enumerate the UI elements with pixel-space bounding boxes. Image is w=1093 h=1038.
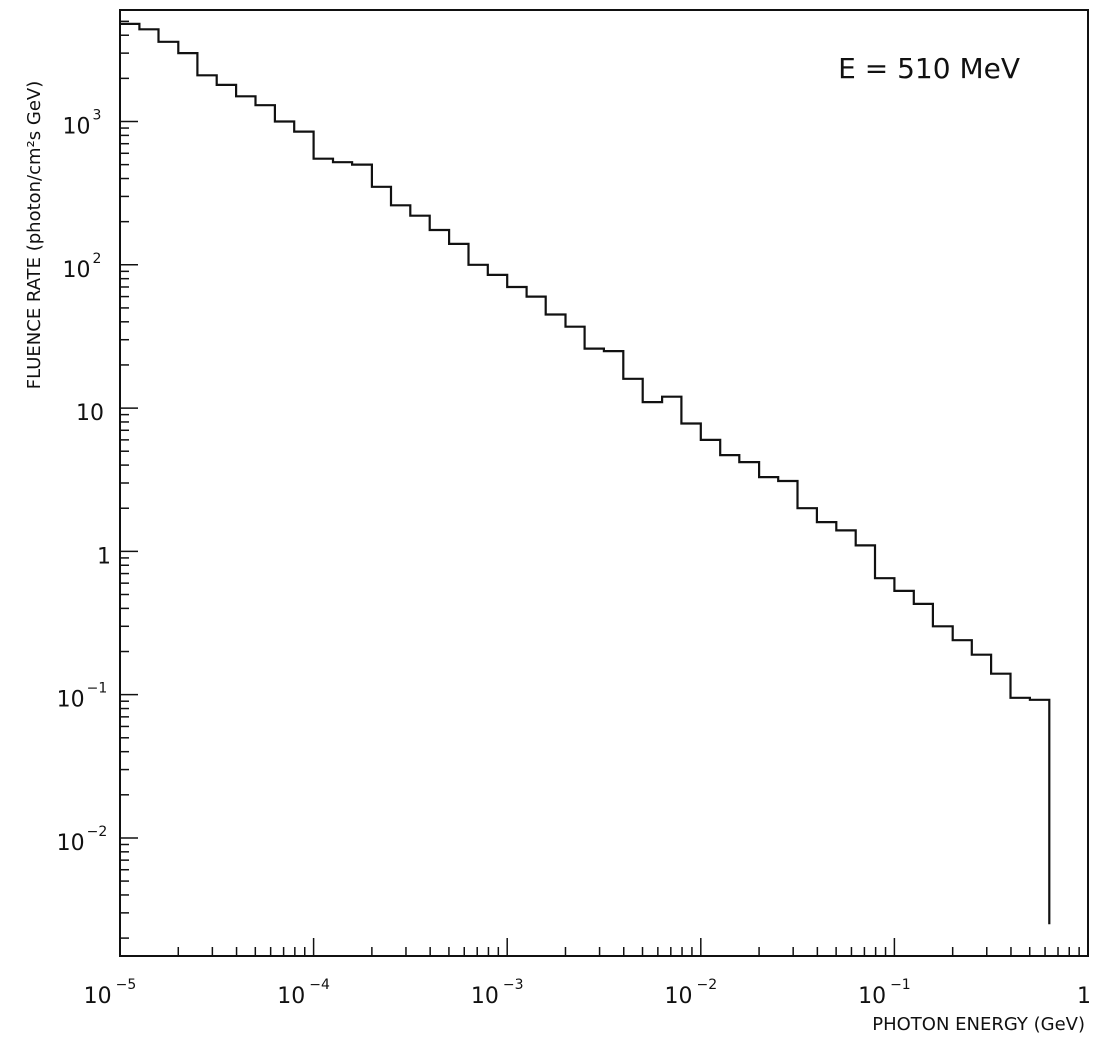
y-tick-label: 10 xyxy=(76,401,104,426)
x-tick-label: 1 xyxy=(1077,984,1091,1009)
x-tick-exponent: −1 xyxy=(890,977,911,993)
x-tick-label: 10 −4 xyxy=(277,977,330,1009)
y-tick-exponent: −2 xyxy=(87,824,108,840)
y-tick-label: 1 xyxy=(97,544,111,569)
spectrum-step-line xyxy=(120,22,1051,925)
y-axis-label: FLUENCE RATE (photon/cm²s GeV) xyxy=(24,81,45,389)
y-tick-label: 10 2 xyxy=(63,251,102,283)
x-tick-label: 10 −1 xyxy=(858,977,911,1009)
x-tick-exponent: −4 xyxy=(309,977,330,993)
major-ticks xyxy=(119,120,1089,956)
y-tick-exponent: 3 xyxy=(93,108,102,124)
y-tick-label: 10 −2 xyxy=(57,824,108,856)
minor-ticks xyxy=(120,9,1080,956)
x-axis-label: PHOTON ENERGY (GeV) xyxy=(872,1014,1085,1035)
y-tick-label: 10 −1 xyxy=(57,681,108,713)
y-tick-exponent: −1 xyxy=(87,681,108,697)
x-tick-exponent: −2 xyxy=(696,977,717,993)
x-tick-label: 10 −3 xyxy=(471,977,524,1009)
x-tick-label: 10 −2 xyxy=(664,977,717,1009)
y-tick-label: 10 3 xyxy=(63,108,102,140)
plot-frame xyxy=(119,9,1089,957)
x-tick-label: 10 −5 xyxy=(84,977,137,1009)
y-tick-exponent: 2 xyxy=(93,251,102,267)
x-tick-exponent: −5 xyxy=(116,977,137,993)
x-tick-labels: 10 −5 10 −4 10 −3 10 −2 10 −1 1 xyxy=(84,977,1091,1009)
x-tick-exponent: −3 xyxy=(503,977,524,993)
annotation-energy: E = 510 MeV xyxy=(838,52,1020,85)
